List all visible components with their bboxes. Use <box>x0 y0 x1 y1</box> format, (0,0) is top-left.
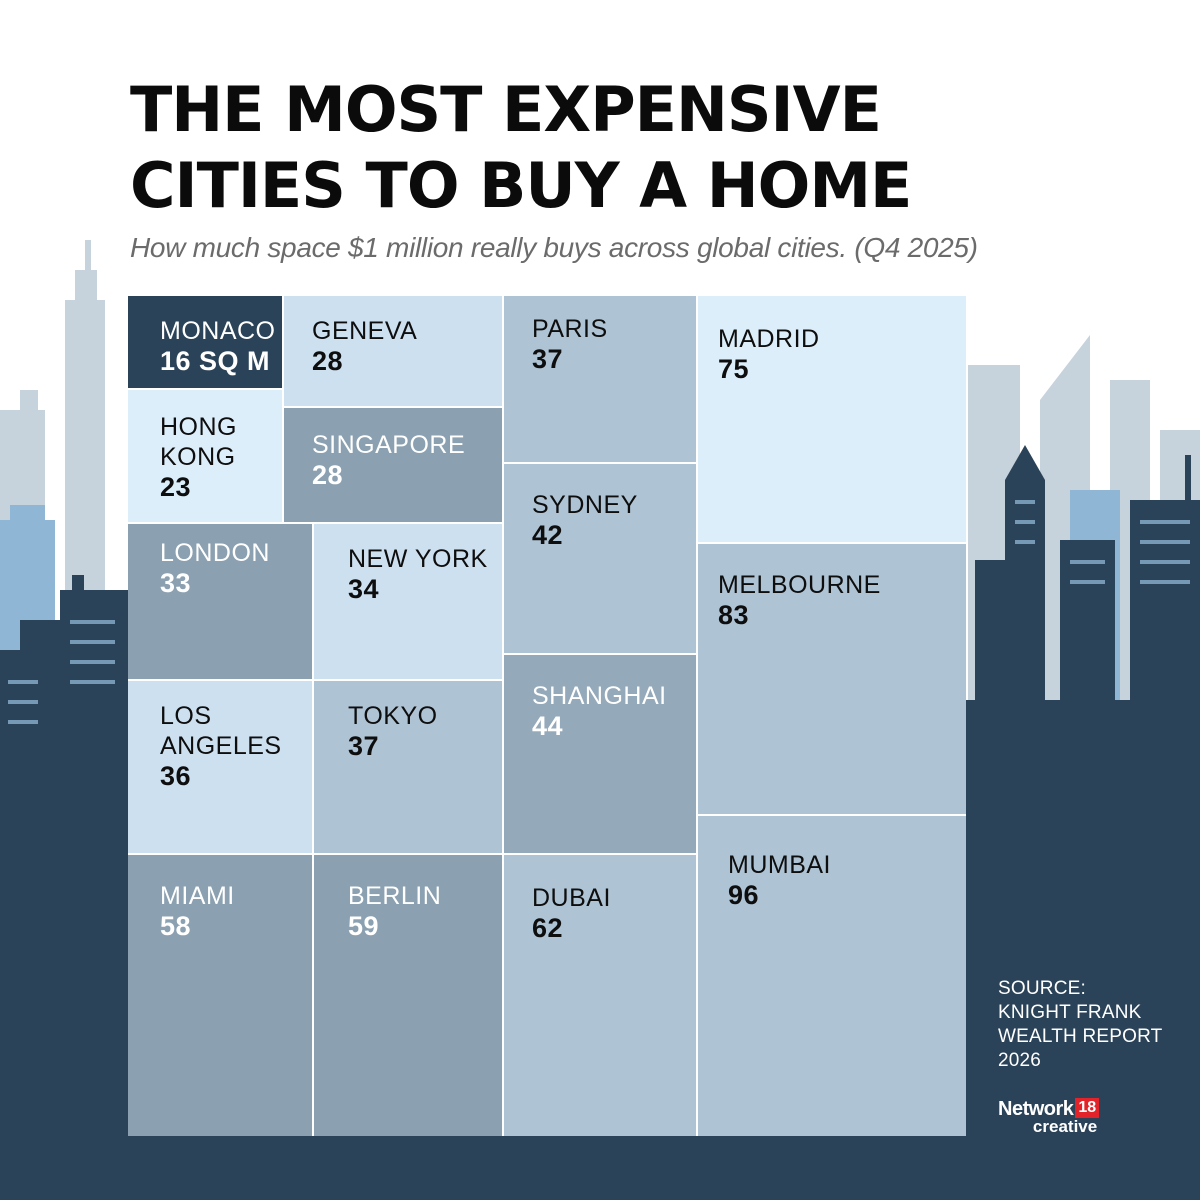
treemap-cell-london: LONDON 33 <box>128 524 312 679</box>
treemap-cell-miami: MIAMI 58 <box>128 855 312 1136</box>
cell-label: NEW YORK 34 <box>348 544 488 604</box>
city-name: LONDON <box>160 539 270 567</box>
city-value: 23 <box>160 472 192 502</box>
treemap-cell-hong-kong: HONG KONG 23 <box>128 390 282 522</box>
city-name: MUMBAI <box>728 851 831 879</box>
treemap-cell-new-york: NEW YORK 34 <box>314 524 502 679</box>
brand-tagline: creative <box>1032 1117 1098 1136</box>
brand-number: 18 <box>1075 1098 1100 1118</box>
source-line: WEALTH REPORT <box>998 1026 1163 1047</box>
city-value: 37 <box>532 344 564 374</box>
treemap-cell-mumbai: MUMBAI 96 <box>698 816 966 1136</box>
cell-label: MUMBAI 96 <box>728 850 831 910</box>
cell-label: SYDNEY 42 <box>532 490 638 550</box>
city-value: 75 <box>718 354 750 384</box>
city-name: DUBAI <box>532 884 611 912</box>
treemap-cell-tokyo: TOKYO 37 <box>314 681 502 853</box>
city-name: MADRID <box>718 325 820 353</box>
city-name: NEW YORK <box>348 545 488 573</box>
cell-label: LOS ANGELES 36 <box>160 701 312 791</box>
source-line: KNIGHT FRANK <box>998 1002 1142 1023</box>
cell-label: HONG KONG 23 <box>160 412 237 502</box>
city-value: 16 SQ M <box>160 346 271 376</box>
cell-label: MIAMI 58 <box>160 881 235 941</box>
city-name: GENEVA <box>312 317 418 345</box>
city-name: HONG KONG <box>160 413 237 471</box>
city-value: 42 <box>532 520 564 550</box>
cell-label: MELBOURNE 83 <box>718 570 881 630</box>
treemap-cell-monaco: MONACO 16 SQ M <box>128 296 282 388</box>
city-value: 28 <box>312 460 344 490</box>
cell-label: MONACO 16 SQ M <box>160 316 276 376</box>
source-line: SOURCE: <box>998 978 1086 999</box>
treemap-cell-berlin: BERLIN 59 <box>314 855 502 1136</box>
city-value: 83 <box>718 600 750 630</box>
treemap-cell-los-angeles: LOS ANGELES 36 <box>128 681 312 853</box>
city-value: 37 <box>348 731 380 761</box>
treemap-cell-singapore: SINGAPORE 28 <box>284 408 502 522</box>
city-name: MELBOURNE <box>718 571 881 599</box>
chart-subtitle: How much space $1 million really buys ac… <box>130 232 978 263</box>
city-value: 28 <box>312 346 344 376</box>
cell-label: TOKYO 37 <box>348 701 438 761</box>
cell-label: DUBAI 62 <box>532 883 611 943</box>
treemap-cell-madrid: MADRID 75 <box>698 296 966 542</box>
city-value: 96 <box>728 880 760 910</box>
treemap-cell-melbourne: MELBOURNE 83 <box>698 544 966 814</box>
city-name: MIAMI <box>160 882 235 910</box>
cell-label: BERLIN 59 <box>348 881 441 941</box>
treemap-cell-shanghai: SHANGHAI 44 <box>504 655 696 853</box>
cell-label: SINGAPORE 28 <box>312 430 465 490</box>
city-name: PARIS <box>532 315 608 343</box>
city-value: 44 <box>532 711 564 741</box>
cell-label: LONDON 33 <box>160 538 270 598</box>
chart-title: THE MOST EXPENSIVE CITIES TO BUY A HOME <box>130 73 912 222</box>
cell-label: PARIS 37 <box>532 314 608 374</box>
source-note: SOURCE: KNIGHT FRANK WEALTH REPORT 2026 <box>998 977 1162 1073</box>
treemap-chart: MONACO 16 SQ M GENEVA 28 HONG KONG 23 SINGAPOR… <box>128 296 966 1136</box>
treemap-cell-paris: PARIS 37 <box>504 296 696 462</box>
treemap-cell-sydney: SYDNEY 42 <box>504 464 696 653</box>
city-name: SHANGHAI <box>532 682 667 710</box>
cell-label: GENEVA 28 <box>312 316 417 376</box>
city-value: 62 <box>532 913 564 943</box>
city-name: SYDNEY <box>532 491 638 519</box>
city-name: BERLIN <box>348 882 442 910</box>
network18-logo: Network 18 creative <box>998 1098 1100 1137</box>
city-name: TOKYO <box>348 702 438 730</box>
cell-label: MADRID 75 <box>718 324 820 384</box>
city-name: SINGAPORE <box>312 431 466 459</box>
city-name: LOS ANGELES <box>160 702 282 760</box>
city-value: 58 <box>160 911 192 941</box>
city-value: 59 <box>348 911 380 941</box>
brand-name: Network <box>998 1098 1074 1120</box>
city-name: MONACO <box>160 317 276 345</box>
city-value: 36 <box>160 761 192 791</box>
city-value: 34 <box>348 574 380 604</box>
cell-label: SHANGHAI 44 <box>532 681 667 741</box>
treemap-cell-dubai: DUBAI 62 <box>504 855 696 1136</box>
city-value: 33 <box>160 568 192 598</box>
source-line: 2026 <box>998 1050 1042 1071</box>
treemap-cell-geneva: GENEVA 28 <box>284 296 502 406</box>
